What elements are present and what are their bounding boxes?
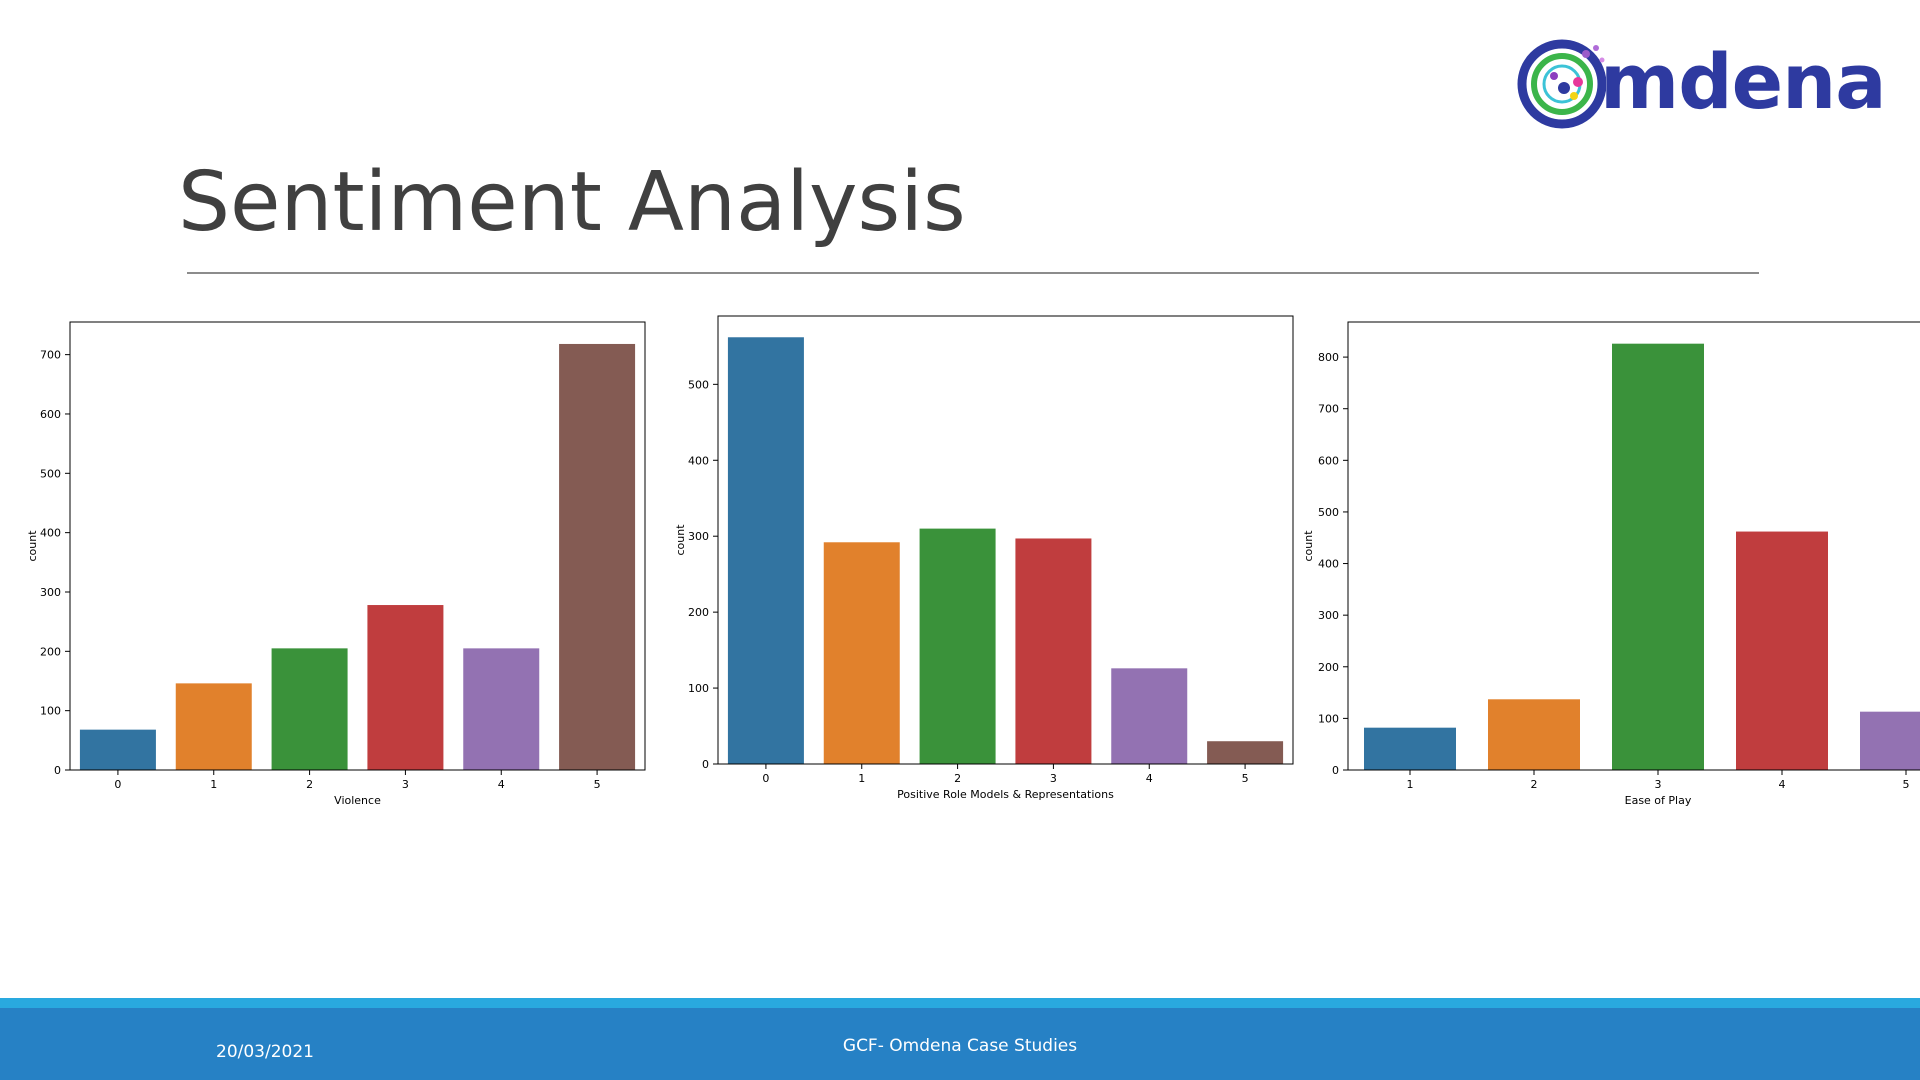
x-tick-label: 4 [1779,778,1786,791]
bar-5 [1207,741,1284,764]
y-tick-label: 300 [40,586,61,599]
y-axis-label: count [26,530,39,562]
x-axis-label: Ease of Play [1625,794,1692,807]
bar-0 [727,337,804,764]
x-tick-label: 3 [402,778,409,791]
omdena-logo: mdena [1516,30,1896,140]
y-tick-label: 300 [688,530,709,543]
omdena-logo-mark [1517,39,1606,129]
x-tick-label: 3 [1655,778,1662,791]
footer-date: 20/03/2021 [216,1042,314,1062]
y-tick-label: 0 [1332,764,1339,777]
bar-5 [1860,711,1920,770]
x-tick-label: 1 [1407,778,1414,791]
y-tick-label: 600 [40,408,61,421]
bar-2 [919,528,996,764]
x-tick-label: 5 [594,778,601,791]
x-tick-label: 3 [1050,772,1057,785]
x-tick-label: 4 [1146,772,1153,785]
bar-4 [1111,668,1188,764]
bar-4 [463,648,540,770]
role-models-chart: 0 100 200 300 400 500 0 1 2 3 4 5 Positive Role Mode… [668,304,1298,804]
y-tick-label: 200 [1318,661,1339,674]
bar-2 [271,648,348,770]
y-tick-label: 500 [1318,506,1339,519]
y-tick-label: 0 [54,764,61,777]
y-tick-label: 300 [1318,609,1339,622]
x-tick-label: 2 [954,772,961,785]
footer-accent-strip [0,998,1920,1008]
chart-svg: 0 100 200 300 400 500 600 700 800 1 2 3 4 5 Ease of Pl… [1302,321,1920,807]
x-tick-label: 2 [306,778,313,791]
y-tick-label: 400 [1318,558,1339,571]
bar-5 [559,343,636,770]
x-tick-label: 5 [1242,772,1249,785]
y-tick-label: 600 [1318,454,1339,467]
y-tick-label: 100 [1318,712,1339,725]
y-tick-label: 800 [1318,351,1339,364]
y-tick-label: 400 [688,454,709,467]
logo-wordmark: mdena [1600,37,1887,126]
footer-band: 20/03/2021 GCF- Omdena Case Studies [0,1008,1920,1080]
y-axis-label: count [1302,530,1315,562]
y-tick-label: 0 [702,758,709,771]
x-tick-label: 5 [1903,778,1910,791]
slide-title: Sentiment Analysis [178,155,966,250]
bar-1 [823,542,900,764]
axes-frame [69,321,646,771]
ease-of-play-chart: 0 100 200 300 400 500 600 700 800 1 2 3 4 5 Ease of Pl… [1296,310,1920,810]
x-tick-label: 1 [858,772,865,785]
violence-chart: 0 100 200 300 400 500 600 700 0 1 2 3 4 5 Violence coun… [20,310,650,810]
y-tick-label: 200 [688,606,709,619]
x-tick-label: 4 [498,778,505,791]
y-tick-label: 500 [40,467,61,480]
bar-1 [175,683,252,770]
x-tick-label: 0 [114,778,121,791]
y-tick-label: 100 [40,705,61,718]
y-tick-label: 700 [40,349,61,362]
bar-1 [1364,727,1456,770]
y-axis-label: count [674,524,687,556]
x-tick-label: 1 [210,778,217,791]
y-tick-label: 100 [688,682,709,695]
bar-2 [1488,699,1580,770]
bar-3 [1612,343,1704,770]
title-divider [187,272,1759,274]
bar-3 [367,605,444,770]
bar-3 [1015,538,1092,764]
x-axis-label: Positive Role Models & Representations [897,788,1114,801]
footer-caption: GCF- Omdena Case Studies [842,1036,1078,1056]
bar-4 [1736,531,1828,770]
chart-svg: 0 100 200 300 400 500 600 700 0 1 2 3 4 5 Violence coun… [26,321,646,807]
y-tick-label: 200 [40,645,61,658]
chart-svg: 0 100 200 300 400 500 0 1 2 3 4 5 Positive Role Mode… [674,315,1294,801]
y-tick-label: 500 [688,378,709,391]
x-tick-label: 2 [1531,778,1538,791]
axes-frame [717,315,1294,765]
bar-0 [79,729,156,770]
y-tick-label: 700 [1318,403,1339,416]
x-axis-label: Violence [334,794,381,807]
x-tick-label: 0 [762,772,769,785]
y-tick-label: 400 [40,527,61,540]
